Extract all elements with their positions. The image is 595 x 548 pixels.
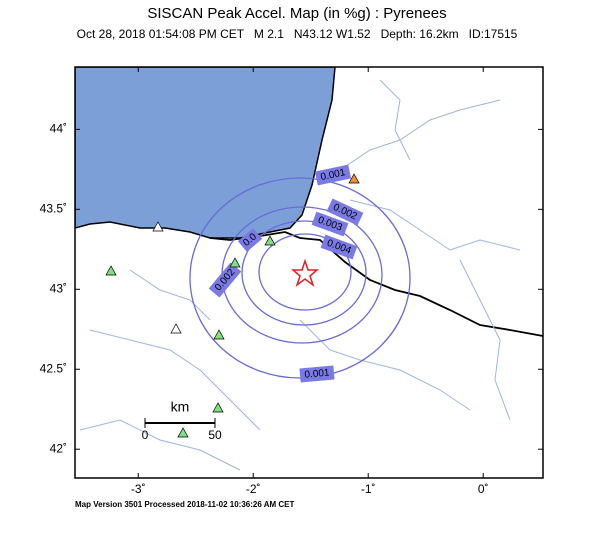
lat-tick-label: 43˚	[50, 281, 67, 295]
ocean	[75, 67, 336, 239]
lat-tick-label: 42˚	[50, 441, 67, 455]
stations	[105, 173, 360, 438]
frame	[74, 66, 544, 479]
subtitle: Oct 28, 2018 01:54:08 PM CET M 2.1 N43.1…	[77, 27, 518, 41]
lon-tick-label: 0˚	[478, 482, 489, 496]
contour-label: 0.001	[320, 167, 347, 183]
title: SISCAN Peak Accel. Map (in %g) : Pyrenee…	[147, 5, 446, 22]
footer: Map Version 3501 Processed 2018-11-02 10…	[75, 500, 294, 509]
lon-tick-label: -3˚	[131, 482, 146, 496]
border	[209, 231, 543, 337]
scale-bar: km 0 50	[142, 399, 222, 442]
epicenter	[290, 258, 320, 288]
scale-label: 50	[208, 428, 222, 442]
lat-tick-label: 42.5˚	[40, 361, 67, 375]
lat-tick-label: 43.5˚	[40, 202, 67, 216]
scale-unit: km	[171, 399, 190, 415]
rivers	[79, 79, 521, 471]
lon-tick-label: -2˚	[246, 482, 261, 496]
map-area: 0.001 0.002 0.003 0.004 0.002 0.001 0.0 …	[75, 67, 543, 478]
lat-tick-label: 44˚	[50, 122, 67, 136]
lon-tick-label: -1˚	[361, 482, 376, 496]
scale-label: 0	[142, 428, 149, 442]
contour-label: 0.001	[304, 368, 330, 381]
